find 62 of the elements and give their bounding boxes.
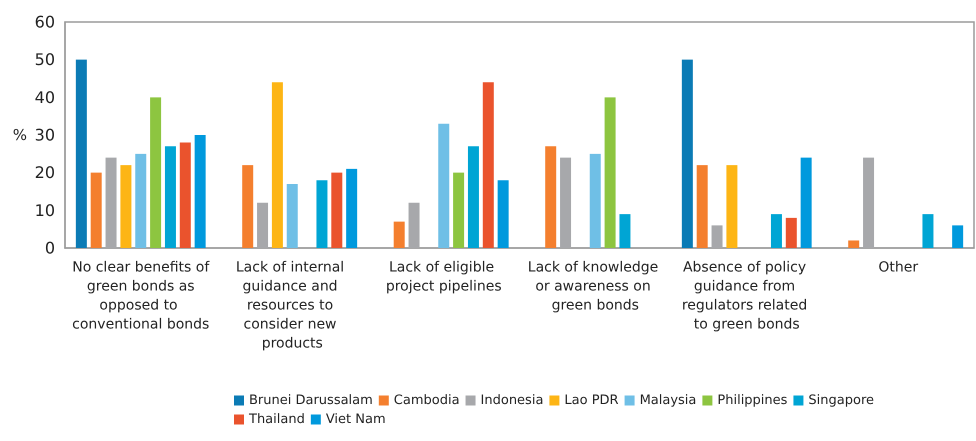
y-tick-label: 20 [34,163,55,182]
bar [438,124,450,248]
legend-label: Singapore [808,393,874,408]
bar [453,172,464,248]
bar [498,180,509,248]
y-tick-label: 0 [44,238,55,258]
bar [180,142,191,248]
legend-label: Indonesia [480,393,544,408]
y-tick-label: 10 [34,200,55,220]
bar [848,240,860,248]
bar [590,154,601,248]
x-tick-label: Other [878,260,918,276]
bar [468,146,479,248]
bar [800,158,812,248]
legend-label: Thailand [248,412,305,427]
y-tick-label: 50 [34,50,55,70]
y-tick-label: 60 [34,12,55,32]
legend-label: Viet Nam [326,412,386,427]
legend-label: Lao PDR [564,393,619,408]
bar [346,168,358,248]
x-tick-label: Lack of knowledge or awareness on green bonds [528,260,663,314]
bar [952,225,964,248]
bar [257,202,268,248]
bar [150,97,162,248]
x-tick-label: No clear benefits of green bonds as opposed to conventional bonds [72,260,210,332]
bar [316,180,328,248]
bar [90,172,102,248]
bar [394,222,405,248]
y-tick-label: 30 [34,126,55,144]
bar [922,214,934,248]
bar [76,60,87,248]
bar [164,146,176,248]
bar [408,202,420,248]
bar [106,158,117,248]
bar [619,214,630,248]
bar [560,158,572,248]
bar [770,214,782,248]
legend-label: Cambodia [394,393,460,408]
bar [786,218,797,248]
x-tick-label: Lack of eligible project pipelines [386,260,502,294]
bar [331,172,342,248]
y-axis-title: % [12,126,27,144]
bar [863,158,874,248]
x-tick-label: Absence of policy guidance from regulators related to green bonds [682,260,812,332]
x-tick-label: Lack of internal guidance and resources to consider new products [236,260,349,352]
bar [120,165,132,248]
bar [696,165,708,248]
bar [242,165,254,248]
bar [272,82,283,248]
bar [712,225,723,248]
legend-label: Philippines [717,393,788,408]
y-tick-label: 40 [34,88,55,107]
bar [286,184,298,248]
bar [194,135,206,248]
legend-label: Brunei Darussalam [249,393,373,408]
bar [545,146,556,248]
bar [482,82,494,248]
bar [682,60,693,248]
legend-label: Malaysia [640,393,696,408]
bar [135,154,146,248]
bar [726,165,738,248]
bar [604,97,616,248]
